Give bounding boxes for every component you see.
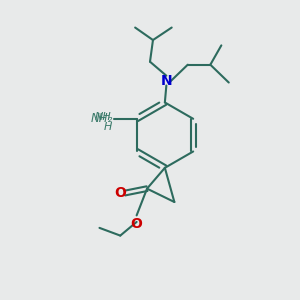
Text: O: O xyxy=(114,186,126,200)
Text: H: H xyxy=(103,122,112,132)
Text: NH₂: NH₂ xyxy=(90,112,113,125)
Text: O: O xyxy=(130,217,142,231)
Text: N: N xyxy=(160,74,172,88)
Text: NH: NH xyxy=(95,112,112,122)
